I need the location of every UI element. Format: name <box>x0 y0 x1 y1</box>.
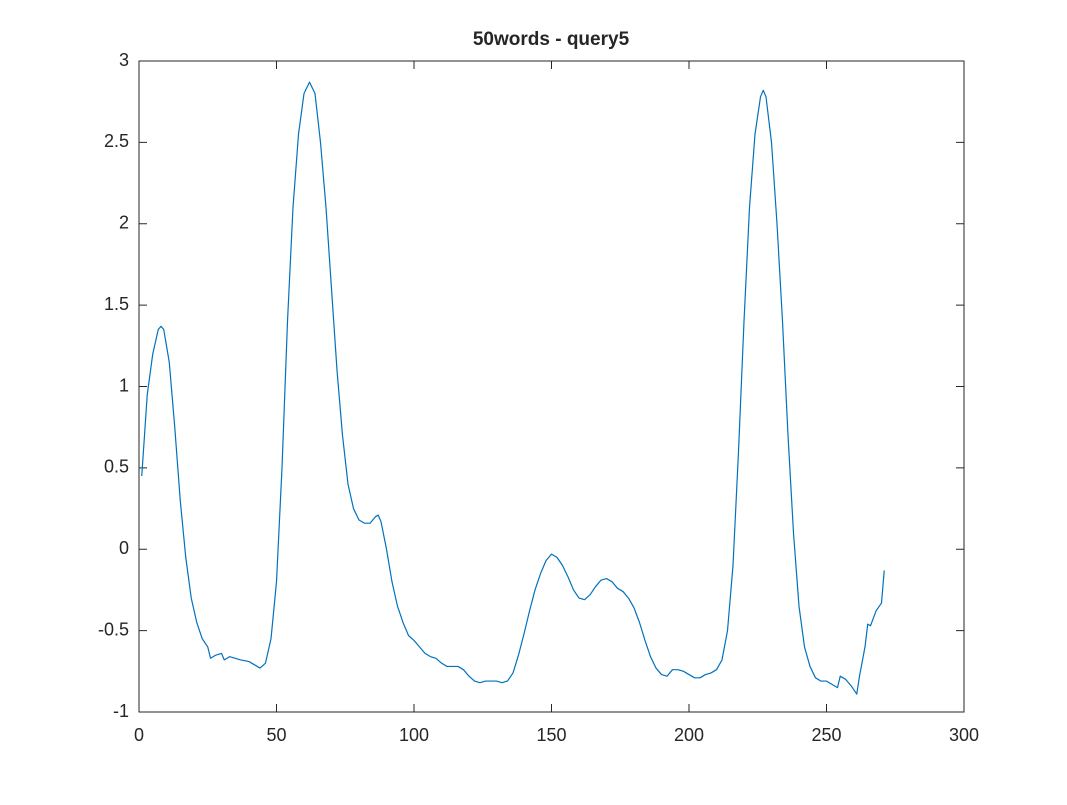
y-tick-label: 1.5 <box>104 294 129 314</box>
x-tick-label: 300 <box>949 725 979 745</box>
y-tick-label: 2 <box>119 213 129 233</box>
y-tick-label: 0 <box>119 538 129 558</box>
y-tick-label: -0.5 <box>98 619 129 639</box>
x-tick-label: 50 <box>266 725 286 745</box>
y-tick-label: 0.5 <box>104 457 129 477</box>
x-tick-label: 0 <box>134 725 144 745</box>
y-tick-label: -1 <box>113 701 129 721</box>
data-line <box>141 81 885 695</box>
y-tick-label: 2.5 <box>104 131 129 151</box>
axes-box <box>138 60 965 713</box>
chart-title: 50words - query5 <box>473 29 630 50</box>
y-tick-label: 3 <box>119 50 129 70</box>
x-tick-label: 250 <box>811 725 841 745</box>
x-tick-label: 200 <box>674 725 704 745</box>
x-tick-label: 150 <box>536 725 566 745</box>
x-tick-label: 100 <box>399 725 429 745</box>
y-tick-label: 1 <box>119 375 129 395</box>
